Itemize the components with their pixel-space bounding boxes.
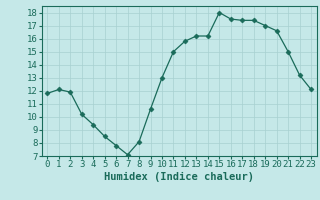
X-axis label: Humidex (Indice chaleur): Humidex (Indice chaleur) (104, 172, 254, 182)
